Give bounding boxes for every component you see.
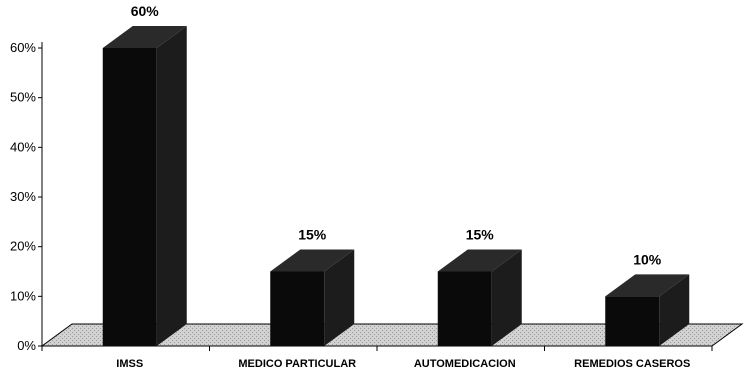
bar-4 (605, 274, 690, 346)
data-label: 60% (131, 3, 160, 19)
bar-1 (102, 26, 187, 346)
category-label: IMSS (116, 358, 143, 370)
y-tick-label: 60% (10, 40, 36, 55)
category-label: MEDICO PARTICULAR (238, 358, 356, 370)
y-tick-label: 10% (10, 288, 36, 303)
data-label: 10% (633, 251, 662, 267)
bar-top-face (102, 26, 187, 48)
bar-side-face (324, 249, 355, 346)
bar-front-face (102, 48, 157, 346)
y-tick-label: 0% (17, 338, 36, 353)
y-tick-label: 50% (10, 90, 36, 105)
bar-top-face (605, 274, 690, 297)
bar-top-face (270, 249, 355, 272)
data-label: 15% (466, 227, 495, 243)
bar-side-face (659, 274, 690, 346)
category-label: REMEDIOS CASEROS (574, 358, 690, 370)
bar-front-face (605, 296, 660, 346)
bar-3 (437, 249, 522, 346)
bar-top-face (437, 249, 522, 272)
y-tick-label: 30% (10, 189, 36, 204)
y-tick-label: 20% (10, 239, 36, 254)
bar-side-face (156, 26, 187, 346)
bar-front-face (437, 271, 492, 346)
bar-side-face (491, 249, 522, 346)
category-label: AUTOMEDICACION (414, 358, 516, 370)
y-tick-label: 40% (10, 139, 36, 154)
data-label: 15% (298, 227, 327, 243)
bar-2 (270, 249, 355, 346)
bar-front-face (270, 271, 325, 346)
